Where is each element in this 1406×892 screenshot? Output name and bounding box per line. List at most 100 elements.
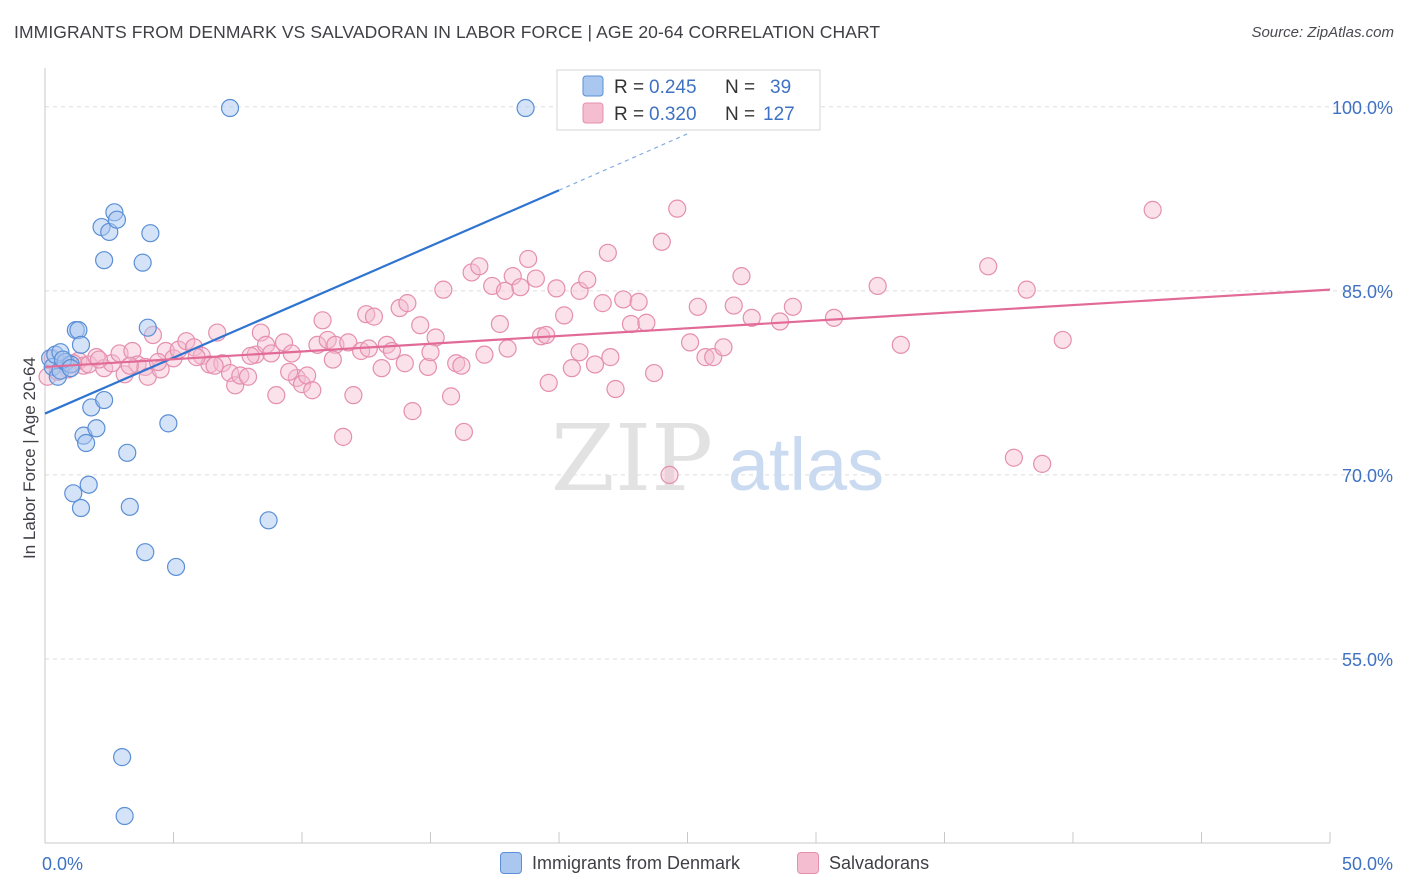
denmark-point bbox=[138, 318, 157, 337]
denmark-trend-line bbox=[44, 189, 560, 415]
salvadorans-point bbox=[434, 280, 453, 299]
salvadorans-point bbox=[403, 402, 422, 421]
y-axis-label: In Labor Force | Age 20-64 bbox=[20, 357, 39, 559]
salvadorans-point bbox=[688, 297, 707, 316]
y-tick-label: 100.0% bbox=[1332, 98, 1393, 118]
denmark-point bbox=[64, 484, 83, 503]
legend-swatch-denmark bbox=[500, 852, 522, 874]
salvadorans-point bbox=[593, 294, 612, 313]
salvadorans-point bbox=[1053, 330, 1072, 350]
salvadorans-point bbox=[660, 465, 679, 485]
salvadorans-point bbox=[724, 296, 743, 315]
salvadorans-point bbox=[537, 325, 556, 345]
salvadorans-point bbox=[652, 232, 671, 251]
legend-label-salvadorans: Salvadorans bbox=[829, 852, 930, 873]
stats-legend: R = 0.245 N = 39 R = 0.320 N = 127 bbox=[556, 69, 821, 131]
salvadorans-point bbox=[824, 308, 844, 327]
legend-swatch-blue bbox=[582, 75, 604, 97]
salvadorans-point bbox=[323, 350, 342, 369]
salvadorans-point bbox=[89, 350, 109, 369]
salvadorans-point bbox=[570, 343, 589, 362]
salvadorans-point bbox=[1033, 454, 1052, 473]
salvadorans-point bbox=[238, 367, 258, 386]
denmark-point bbox=[107, 210, 127, 229]
gridlines bbox=[45, 106, 1392, 660]
salvadorans-point bbox=[364, 307, 384, 326]
salvadorans-point bbox=[891, 335, 910, 354]
trend-lines bbox=[44, 133, 1331, 415]
salvadorans-point bbox=[547, 279, 566, 298]
salvadorans-point bbox=[226, 376, 245, 395]
salvadorans-point bbox=[511, 278, 530, 297]
denmark-point bbox=[120, 497, 139, 516]
y-tick-label: 70.0% bbox=[1342, 466, 1393, 486]
denmark-point bbox=[159, 414, 178, 433]
y-tick-label: 85.0% bbox=[1342, 282, 1393, 302]
salvadorans-point bbox=[344, 386, 363, 405]
denmark-trend-extension bbox=[558, 133, 688, 191]
salvadorans-trend-line bbox=[44, 288, 1331, 369]
denmark-point bbox=[79, 475, 98, 494]
salvadorans-point bbox=[123, 341, 142, 361]
salvadorans-point bbox=[668, 199, 687, 218]
salvadorans-point bbox=[539, 373, 558, 392]
legend-r-label-blue: R = bbox=[614, 77, 644, 98]
chart-title: IMMIGRANTS FROM DENMARK VS SALVADORAN IN… bbox=[14, 22, 881, 42]
denmark-point bbox=[87, 419, 106, 438]
salvadorans-point bbox=[398, 294, 417, 313]
denmark-point bbox=[71, 498, 91, 518]
legend-item-denmark: Immigrants from Denmark bbox=[500, 852, 740, 874]
denmark-point bbox=[516, 98, 535, 118]
legend-label-denmark: Immigrants from Denmark bbox=[532, 852, 741, 873]
watermark-atlas: atlas bbox=[728, 423, 884, 506]
salvadorans-point bbox=[303, 381, 322, 400]
legend-r-value-pink: 0.320 bbox=[649, 104, 697, 125]
salvadorans-point bbox=[868, 276, 887, 296]
y-tick-label: 55.0% bbox=[1342, 650, 1393, 670]
x-tick-label-max: 50.0% bbox=[1342, 854, 1393, 874]
salvadorans-point bbox=[526, 269, 545, 288]
denmark-point bbox=[112, 748, 132, 767]
salvadorans-point bbox=[1143, 200, 1162, 219]
salvadorans-points bbox=[38, 199, 1162, 485]
salvadorans-point bbox=[418, 357, 438, 377]
salvadorans-point bbox=[120, 356, 139, 375]
legend-n-label-blue: N = bbox=[725, 77, 755, 98]
salvadorans-point bbox=[205, 356, 224, 375]
denmark-point bbox=[166, 557, 186, 577]
salvadorans-point bbox=[495, 281, 515, 300]
chart-source: Source: ZipAtlas.com bbox=[1251, 24, 1394, 41]
watermark: ZIP atlas bbox=[551, 405, 884, 512]
denmark-points bbox=[41, 98, 535, 826]
salvadorans-point bbox=[292, 375, 312, 394]
salvadorans-point bbox=[395, 354, 414, 373]
salvadorans-point bbox=[598, 243, 617, 262]
tick-labels: 55.0% 70.0% 85.0% 100.0% 0.0% 50.0% bbox=[42, 98, 1393, 874]
salvadorans-point bbox=[267, 386, 286, 405]
salvadorans-point bbox=[742, 308, 761, 327]
watermark-zip: ZIP bbox=[551, 405, 713, 512]
series-legend: Immigrants from Denmark Salvadorans bbox=[0, 852, 1406, 878]
salvadorans-point bbox=[606, 379, 625, 399]
salvadorans-point bbox=[411, 316, 430, 335]
salvadorans-point bbox=[441, 387, 461, 406]
denmark-point bbox=[95, 251, 114, 270]
legend-swatch-salvadorans bbox=[797, 852, 819, 874]
salvadorans-point bbox=[372, 359, 391, 378]
axes bbox=[44, 68, 1331, 844]
salvadorans-point bbox=[1004, 448, 1023, 467]
denmark-point bbox=[69, 321, 88, 340]
denmark-point bbox=[71, 335, 91, 354]
denmark-point bbox=[118, 443, 137, 462]
salvadorans-point bbox=[231, 366, 250, 385]
legend-r-label-pink: R = bbox=[614, 104, 644, 125]
salvadorans-point bbox=[696, 348, 715, 367]
denmark-point bbox=[136, 543, 155, 562]
salvadorans-point bbox=[555, 306, 574, 325]
salvadorans-point bbox=[308, 335, 327, 354]
salvadorans-point bbox=[732, 267, 751, 286]
salvadorans-point bbox=[475, 345, 494, 364]
salvadorans-point bbox=[454, 422, 474, 442]
legend-swatch-pink bbox=[582, 102, 604, 124]
